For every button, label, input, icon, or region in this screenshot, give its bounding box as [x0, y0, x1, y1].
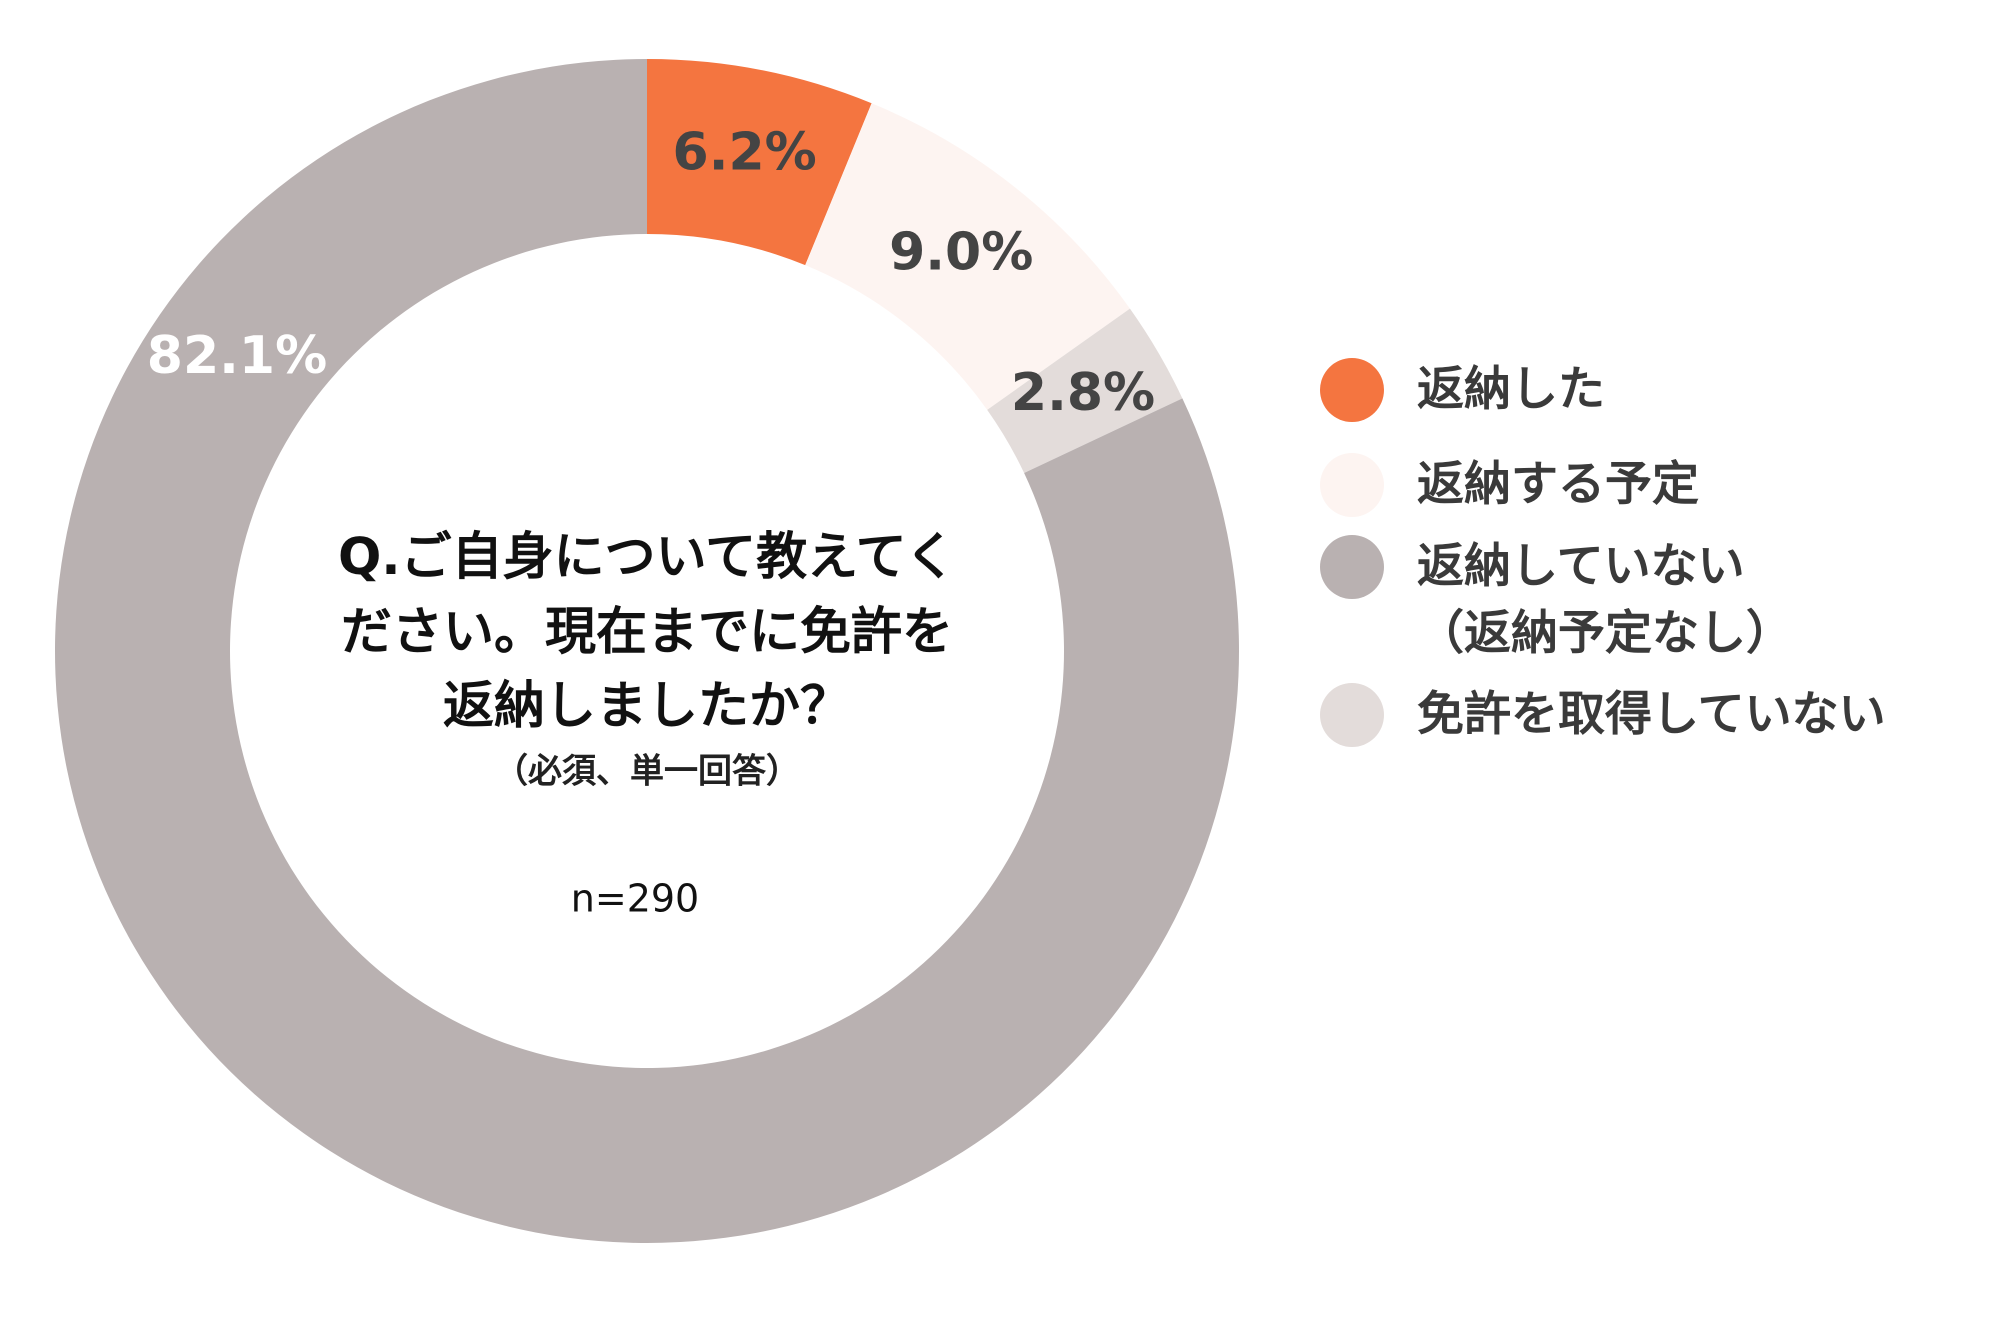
title-line: ださい。現在までに免許を	[341, 603, 953, 662]
legend-swatch	[1320, 453, 1384, 517]
slice	[647, 59, 872, 266]
legend-label: 免許を取得していない	[1417, 687, 1886, 742]
legend-label: 返納した	[1417, 362, 1605, 417]
legend-swatch	[1320, 535, 1384, 599]
annotation: n=290	[571, 877, 699, 921]
value-label: 9.0%	[889, 223, 1033, 283]
legend-swatch	[1320, 358, 1384, 422]
slice	[54, 59, 1239, 1243]
legend-label: 返納する予定	[1417, 457, 1699, 512]
slice	[987, 308, 1183, 474]
legend-label: 返納していない （返納予定なし）	[1417, 539, 1793, 661]
slice	[805, 103, 1130, 410]
slices: 6.2% 9.0% 2.8% 82.1%	[54, 59, 1239, 1243]
value-label: 6.2%	[673, 123, 817, 183]
title-line: Q.ご自身について教えてく	[338, 528, 956, 587]
value-label: 82.1%	[147, 326, 327, 386]
subtitle: （必須、単一回答）	[494, 752, 800, 792]
value-label: 2.8%	[1011, 363, 1155, 423]
title-line: 返納しましたか？	[443, 677, 851, 736]
legend-swatch	[1320, 683, 1384, 747]
